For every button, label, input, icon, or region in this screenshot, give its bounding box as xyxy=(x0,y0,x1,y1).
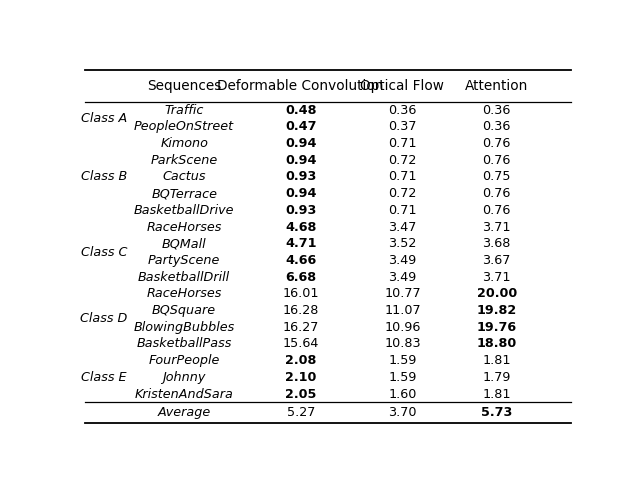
Text: 0.36: 0.36 xyxy=(483,121,511,133)
Text: 10.77: 10.77 xyxy=(384,287,420,300)
Text: 3.71: 3.71 xyxy=(483,271,511,284)
Text: BasketballDrive: BasketballDrive xyxy=(134,204,234,217)
Text: 1.81: 1.81 xyxy=(483,354,511,367)
Text: 4.68: 4.68 xyxy=(285,221,316,234)
Text: 0.94: 0.94 xyxy=(285,187,316,200)
Text: 0.76: 0.76 xyxy=(483,154,511,167)
Text: 3.49: 3.49 xyxy=(388,254,417,267)
Text: 2.05: 2.05 xyxy=(285,387,316,401)
Text: 0.94: 0.94 xyxy=(285,137,316,150)
Text: Average: Average xyxy=(157,406,211,419)
Text: BasketballPass: BasketballPass xyxy=(136,337,232,350)
Text: KristenAndSara: KristenAndSara xyxy=(135,387,234,401)
Text: 18.80: 18.80 xyxy=(477,337,516,350)
Text: BasketballDrill: BasketballDrill xyxy=(138,271,230,284)
Text: 0.71: 0.71 xyxy=(388,137,417,150)
Text: 4.66: 4.66 xyxy=(285,254,316,267)
Text: 19.82: 19.82 xyxy=(477,304,516,317)
Text: 3.68: 3.68 xyxy=(483,237,511,250)
Text: Class C: Class C xyxy=(81,245,127,259)
Text: 0.76: 0.76 xyxy=(483,187,511,200)
Text: RaceHorses: RaceHorses xyxy=(147,287,222,300)
Text: 11.07: 11.07 xyxy=(384,304,420,317)
Text: Kimono: Kimono xyxy=(160,137,208,150)
Text: 0.36: 0.36 xyxy=(483,103,511,117)
Text: 1.59: 1.59 xyxy=(388,371,417,384)
Text: 16.01: 16.01 xyxy=(282,287,319,300)
Text: PeopleOnStreet: PeopleOnStreet xyxy=(134,121,234,133)
Text: 3.49: 3.49 xyxy=(388,271,417,284)
Text: Cactus: Cactus xyxy=(163,170,206,183)
Text: PartyScene: PartyScene xyxy=(148,254,220,267)
Text: Sequences: Sequences xyxy=(147,79,221,93)
Text: Class B: Class B xyxy=(81,170,127,183)
Text: 3.52: 3.52 xyxy=(388,237,417,250)
Text: 0.48: 0.48 xyxy=(285,103,316,117)
Text: 5.73: 5.73 xyxy=(481,406,513,419)
Text: 5.27: 5.27 xyxy=(287,406,315,419)
Text: 1.79: 1.79 xyxy=(483,371,511,384)
Text: 0.72: 0.72 xyxy=(388,154,417,167)
Text: 1.60: 1.60 xyxy=(388,387,417,401)
Text: RaceHorses: RaceHorses xyxy=(147,221,222,234)
Text: BlowingBubbles: BlowingBubbles xyxy=(134,321,235,334)
Text: 19.76: 19.76 xyxy=(477,321,516,334)
Text: 1.59: 1.59 xyxy=(388,354,417,367)
Text: 0.36: 0.36 xyxy=(388,103,417,117)
Text: 16.28: 16.28 xyxy=(282,304,319,317)
Text: Deformable Convolution: Deformable Convolution xyxy=(218,79,384,93)
Text: 3.47: 3.47 xyxy=(388,221,417,234)
Text: 2.08: 2.08 xyxy=(285,354,316,367)
Text: 6.68: 6.68 xyxy=(285,271,316,284)
Text: Johnny: Johnny xyxy=(163,371,206,384)
Text: ParkScene: ParkScene xyxy=(150,154,218,167)
Text: 16.27: 16.27 xyxy=(282,321,319,334)
Text: 0.94: 0.94 xyxy=(285,154,316,167)
Text: 10.83: 10.83 xyxy=(384,337,420,350)
Text: 0.71: 0.71 xyxy=(388,170,417,183)
Text: 2.10: 2.10 xyxy=(285,371,316,384)
Text: Optical Flow: Optical Flow xyxy=(360,79,444,93)
Text: 0.93: 0.93 xyxy=(285,170,316,183)
Text: Traffic: Traffic xyxy=(164,103,204,117)
Text: 20.00: 20.00 xyxy=(477,287,516,300)
Text: 0.76: 0.76 xyxy=(483,137,511,150)
Text: 3.70: 3.70 xyxy=(388,406,417,419)
Text: 4.71: 4.71 xyxy=(285,237,316,250)
Text: 0.76: 0.76 xyxy=(483,204,511,217)
Text: 3.67: 3.67 xyxy=(483,254,511,267)
Text: 0.37: 0.37 xyxy=(388,121,417,133)
Text: 0.93: 0.93 xyxy=(285,204,316,217)
Text: Class A: Class A xyxy=(81,112,127,125)
Text: 3.71: 3.71 xyxy=(483,221,511,234)
Text: FourPeople: FourPeople xyxy=(148,354,220,367)
Text: 15.64: 15.64 xyxy=(282,337,319,350)
Text: 0.72: 0.72 xyxy=(388,187,417,200)
Text: 10.96: 10.96 xyxy=(384,321,420,334)
Text: 0.75: 0.75 xyxy=(483,170,511,183)
Text: BQMall: BQMall xyxy=(162,237,207,250)
Text: Attention: Attention xyxy=(465,79,529,93)
Text: 1.81: 1.81 xyxy=(483,387,511,401)
Text: Class E: Class E xyxy=(81,371,127,384)
Text: 0.71: 0.71 xyxy=(388,204,417,217)
Text: 0.47: 0.47 xyxy=(285,121,316,133)
Text: BQSquare: BQSquare xyxy=(152,304,216,317)
Text: BQTerrace: BQTerrace xyxy=(151,187,217,200)
Text: Class D: Class D xyxy=(80,312,127,325)
